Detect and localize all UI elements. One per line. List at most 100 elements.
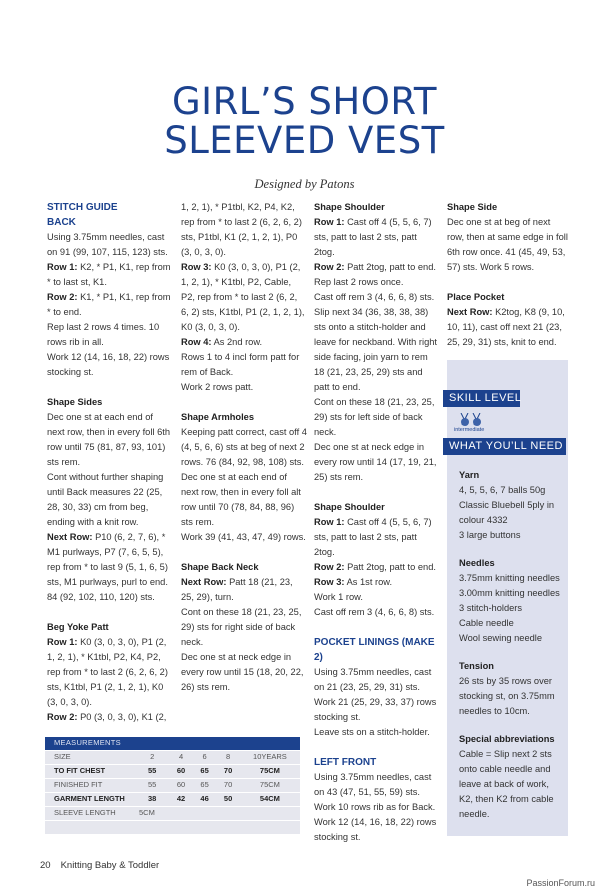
instruction-paragraph: Work 21 (25, 29, 33, 37) rows stocking s… [314,695,440,725]
section-heading: BACK [47,217,76,228]
instruction-paragraph: Rows 1 to 4 incl form patt for rem of Ba… [181,350,307,380]
subsection-heading: Shape Armholes [181,412,255,422]
instruction-text: Rep last 2 rows 4 times. 10 rows rib in … [47,322,160,347]
instruction-paragraph: Work 10 rows rib as for Back. [314,800,440,815]
row-label: Row 4: [181,337,212,347]
skill-level-value: intermediate [454,427,485,433]
size-value [169,805,193,820]
instruction-text: Dec one st at each end of next row, then… [181,472,301,527]
instruction-text: Dec one st at beg of next row, then at s… [447,217,568,272]
instruction-text: Work 12 (14, 16, 18, 22) rows stocking s… [314,817,437,842]
instruction-paragraph: Cont on these 18 (21, 23, 25, 29) sts fo… [181,605,307,650]
instruction-text: Rep last 2 rows once. [314,277,404,287]
instruction-paragraph: Wool sewing needle [459,631,565,646]
instruction-text: 3.75mm knitting needles [459,573,560,583]
instruction-text: Patt 2tog, patt to end. [347,262,436,272]
instruction-text: 3 large buttons [459,530,521,540]
instruction-text: Cast off rem 3 (4, 6, 6, 8) sts. [314,292,435,302]
size-value: 65 [192,763,217,778]
column-4: Shape Side Dec one st at beg of next row,… [447,200,569,350]
measurements-table: MEASUREMENTS SIZE 2 4 6 8 10YEARS TO FIT CHEST… [45,737,300,834]
instruction-text: Leave sts on a stitch-holder. [314,727,430,737]
instruction-text: 4, 5, 5, 6, 7 balls 50g Classic Bluebell… [459,485,555,525]
size-value: 70 [216,777,240,792]
designer-credit: Designed by Patons [254,177,355,191]
subsection-heading: Shape Side [447,202,498,212]
size-value: 60 [169,763,193,778]
instruction-text: Patt 18 (21, 23, 25, 29), turn. [181,577,293,602]
instruction-text: Cable needle [459,618,514,628]
size-value: 70 [216,763,240,778]
instruction-paragraph: Dec one st at neck edge in every row unt… [181,650,307,695]
page-footer: 20 Knitting Baby & Toddler PassionForum.ru [0,859,609,893]
instruction-paragraph: Cable = Slip next 2 sts onto cable needl… [459,747,565,822]
instruction-text: Work 21 (25, 29, 33, 37) rows stocking s… [314,697,437,722]
instruction-text: Work 12 (14, 16, 18, 22) rows stocking s… [47,352,170,377]
instruction-paragraph: Work 2 rows patt. [181,380,307,395]
subsection-heading: Tension [459,661,494,671]
size-value: 8 [216,749,240,764]
instruction-paragraph: Row 1: Cast off 4 (5, 5, 6, 7) sts, patt… [314,215,440,260]
section-heading: LEFT FRONT [314,757,377,768]
subsection-heading: Yarn [459,470,480,480]
row-label [45,819,135,834]
instruction-text: Work 1 row. [314,592,363,602]
instruction-paragraph: Row 4: As 2nd row. [181,335,307,350]
size-value: 2 [135,749,170,764]
instruction-paragraph: Row 1: K0 (3, 0, 3, 0), P1 (2, 1, 2, 1),… [47,635,173,710]
size-value [169,819,193,834]
instruction-text: Dec one st at each end of next row, then… [47,412,170,467]
instruction-paragraph: Cable needle [459,616,565,631]
instruction-text: Cast off 4 (5, 5, 6, 7) sts, patt to las… [314,217,432,257]
table-row: TO FIT CHEST 55 60 65 70 75CM [45,763,300,778]
instruction-text: K0 (3, 0, 3, 0), P1 (2, 1, 2, 1), * K1tb… [181,262,305,332]
size-value [216,819,240,834]
instruction-paragraph: Cast off rem 3 (4, 6, 6, 8) sts. [314,605,440,620]
instruction-paragraph: Row 2: K1, * P1, K1, rep from * to end. [47,290,173,320]
row-label: Next Row: [447,307,493,317]
instruction-paragraph: Dec one st at each end of next row, then… [181,470,307,530]
page-title: GIRL’S SHORT SLEEVED VEST [164,80,445,162]
size-value [135,819,170,834]
watermark: PassionForum.ru [526,878,595,888]
skill-level-heading: SKILL LEVEL [443,390,521,407]
instruction-text: K0 (3, 0, 3, 0), P1 (2, 1, 2, 1), * K1tb… [47,637,168,707]
instruction-text: Work 39 (41, 43, 47, 49) rows. [181,532,306,542]
instruction-paragraph: Leave sts on a stitch-holder. [314,725,440,740]
instruction-paragraph: Work 39 (41, 43, 47, 49) rows. [181,530,307,545]
size-value: 75CM [239,777,300,792]
instruction-text: Cast off 4 (5, 5, 6, 7) sts, patt to las… [314,517,432,557]
instruction-paragraph: 4, 5, 5, 6, 7 balls 50g Classic Bluebell… [459,483,565,528]
instruction-paragraph: Dec one st at each end of next row, then… [47,410,173,470]
instruction-paragraph: Using 3.75mm needles, cast on 21 (23, 25… [314,665,440,695]
instruction-paragraph: Keeping patt correct, cast off 4 (4, 5, … [181,425,307,470]
instruction-paragraph: Row 2: Patt 2tog, patt to end. [314,560,440,575]
instruction-text: P0 (3, 0, 3, 0), K1 (2, [80,712,167,722]
size-value: 5CM [135,805,170,820]
instruction-paragraph: Slip next 34 (36, 38, 38, 38) sts onto a… [314,305,440,395]
column-4-area: Shape Side Dec one st at beg of next row,… [443,200,569,836]
instruction-paragraph: Work 12 (14, 16, 18, 22) rows stocking s… [314,815,440,845]
subsection-heading: Shape Shoulder [314,202,385,212]
instruction-text: Work 2 rows patt. [181,382,254,392]
subsection-heading: Special abbreviations [459,734,555,744]
size-value: 4 [169,749,193,764]
size-value [192,805,217,820]
instruction-paragraph: Using 3.75mm needles, cast on 91 (99, 10… [47,230,173,260]
row-label: Next Row: [47,532,93,542]
row-label: SIZE [45,749,135,764]
what-youll-need-heading: WHAT YOU’LL NEED [443,438,566,455]
instruction-paragraph: Cont on these 18 (21, 23, 25, 29) sts fo… [314,395,440,440]
instruction-text: 3 stitch-holders [459,603,523,613]
instruction-paragraph: Next Row: Patt 18 (21, 23, 25, 29), turn… [181,575,307,605]
instruction-text: Keeping patt correct, cast off 4 (4, 5, … [181,427,307,467]
instruction-paragraph: Row 3: As 1st row. [314,575,440,590]
instruction-paragraph: Cast off rem 3 (4, 6, 6, 8) sts. [314,290,440,305]
instruction-text: P10 (6, 2, 7, 6), * M1 purlways, P7 (7, … [47,532,168,602]
instruction-text: Rows 1 to 4 incl form patt for rem of Ba… [181,352,300,377]
size-value: 55 [135,763,170,778]
instruction-text: Cont on these 18 (21, 23, 25, 29) sts fo… [181,607,302,647]
instruction-text: 3.00mm knitting needles [459,588,560,598]
size-value: 75CM [239,763,300,778]
size-value: 54CM [239,791,300,806]
